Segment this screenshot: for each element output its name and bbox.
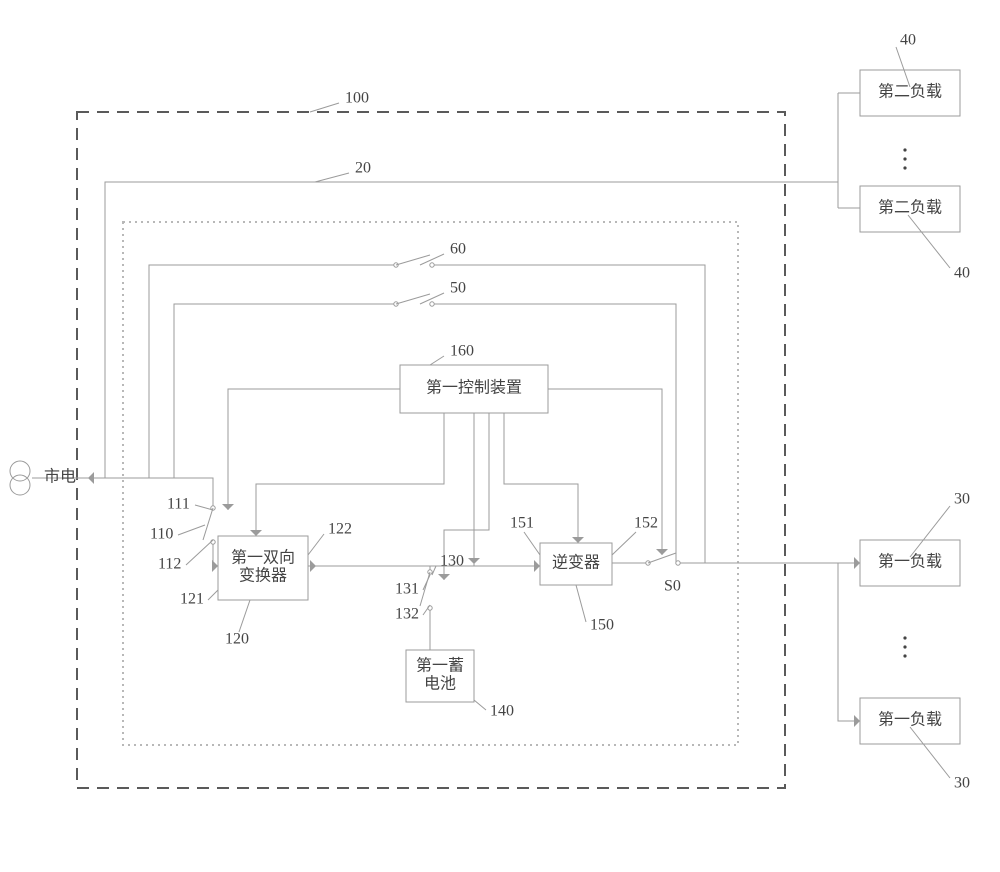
wire-path_50_left — [174, 304, 396, 478]
block-batt-label: 电池 — [424, 675, 456, 693]
svg-text:131: 131 — [395, 581, 419, 598]
svg-text:20: 20 — [355, 160, 371, 177]
svg-text:40: 40 — [900, 32, 916, 49]
svg-text:151: 151 — [510, 515, 534, 532]
block-ctrl-label: 第一控制装置 — [426, 379, 522, 397]
svg-text:S0: S0 — [664, 578, 681, 595]
wire-path_60_right — [432, 265, 705, 563]
wire-mains_through_20 — [105, 182, 838, 478]
svg-text:100: 100 — [345, 90, 369, 107]
svg-text:30: 30 — [954, 775, 970, 792]
svg-text:160: 160 — [450, 343, 474, 360]
block-inv-label: 逆变器 — [552, 554, 600, 572]
mains-label: 市电 — [44, 468, 76, 486]
block-load1b-label: 第一负载 — [878, 711, 942, 729]
svg-text:60: 60 — [450, 241, 466, 258]
wire-load1_bus — [838, 563, 860, 721]
wire-path_60_left — [149, 265, 396, 478]
block-conv-label: 变换器 — [239, 567, 287, 585]
svg-text:110: 110 — [150, 526, 173, 543]
block-load2b-label: 第二负载 — [878, 199, 942, 217]
svg-text:120: 120 — [225, 631, 249, 648]
svg-text:50: 50 — [450, 280, 466, 297]
wire-ctrl_dn_l — [256, 413, 444, 536]
svg-text:132: 132 — [395, 606, 419, 623]
block-batt-label: 第一蓄 — [416, 657, 464, 675]
block-conv-label: 第一双向 — [231, 549, 295, 567]
svg-text:130: 130 — [440, 553, 464, 570]
svg-text:112: 112 — [158, 556, 181, 573]
block-load1a-label: 第一负载 — [878, 553, 942, 571]
svg-text:30: 30 — [954, 491, 970, 508]
wire-ctrl_to_s110 — [228, 389, 400, 510]
svg-text:122: 122 — [328, 521, 352, 538]
svg-text:121: 121 — [180, 591, 204, 608]
svg-text:152: 152 — [634, 515, 658, 532]
svg-text:40: 40 — [954, 265, 970, 282]
block-load2a-label: 第二负载 — [878, 83, 942, 101]
svg-text:150: 150 — [590, 617, 614, 634]
svg-text:140: 140 — [490, 703, 514, 720]
svg-text:111: 111 — [167, 496, 190, 513]
